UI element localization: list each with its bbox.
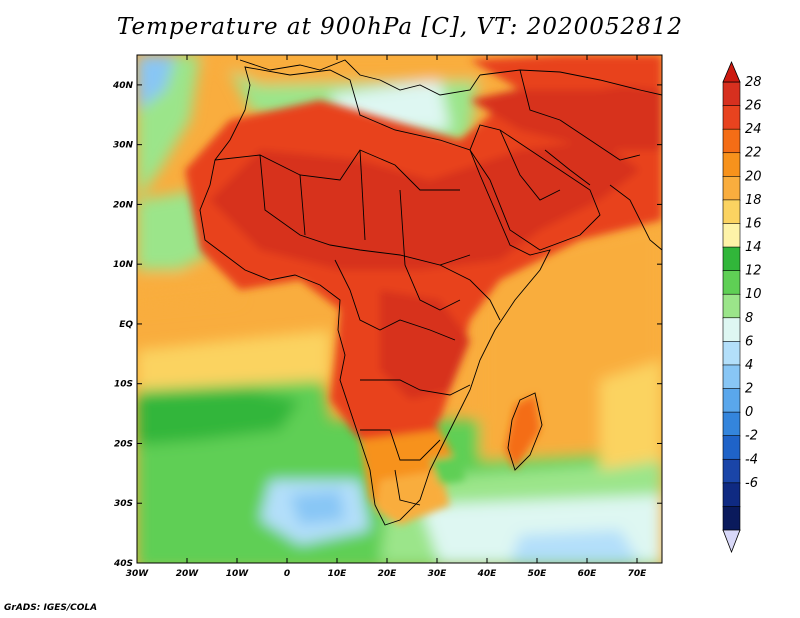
- lon-tick-label: 60E: [578, 569, 598, 579]
- colorbar-label: 28: [745, 75, 762, 90]
- lat-tick-label: 40N: [112, 81, 134, 91]
- colorbar-under-arrow: [722, 529, 741, 554]
- colorbar-label: -4: [745, 452, 758, 467]
- colorbar-swatch: [722, 341, 741, 366]
- lat-tick-label: 20N: [113, 200, 134, 210]
- colorbar-label: 24: [745, 122, 762, 137]
- lon-tick-label: 10W: [226, 569, 250, 579]
- lat-tick-label: 30N: [113, 141, 134, 151]
- lat-tick-label: EQ: [119, 320, 133, 330]
- temperature-field: [137, 55, 662, 563]
- colorbar-label: 0: [745, 405, 753, 420]
- colorbar-label: 6: [745, 334, 753, 349]
- lat-tick-label: 20S: [114, 439, 133, 449]
- lat-tick-label: 30S: [114, 499, 133, 509]
- colorbar-swatch: [722, 411, 741, 437]
- lat-tick-label: 10S: [114, 380, 133, 390]
- lat-tick-label: 40S: [113, 559, 133, 569]
- colorbar-swatch: [722, 176, 741, 201]
- credit-text: GrADS: IGES/COLA: [4, 603, 98, 613]
- lon-tick-label: 70E: [628, 569, 648, 579]
- colorbar-swatch: [722, 293, 741, 319]
- colorbar-label: -6: [745, 476, 758, 491]
- colorbar-swatch: [722, 506, 741, 531]
- lon-tick-label: 30W: [126, 569, 150, 579]
- lat-tick-label: 10N: [113, 260, 134, 270]
- lon-tick-label: 30E: [428, 569, 448, 579]
- colorbar-label: 8: [745, 311, 753, 326]
- colorbar-swatch: [722, 246, 741, 272]
- longitude-axis: 30W 20W 10W 0 10E 20E 30E 40E 50E 60E 70E: [126, 55, 647, 579]
- colorbar-swatch: [722, 388, 741, 413]
- colorbar-swatch: [722, 317, 741, 343]
- colorbar-label: 16: [745, 216, 762, 231]
- colorbar-swatch: [722, 105, 741, 130]
- colorbar-swatch: [722, 128, 741, 154]
- colorbar-label: 4: [745, 358, 753, 373]
- colorbar-swatch: [722, 458, 741, 484]
- colorbar-label: -2: [745, 429, 758, 444]
- colorbar-swatch: [722, 152, 741, 178]
- lon-tick-label: 40E: [477, 569, 498, 579]
- lon-tick-label: 10E: [328, 569, 348, 579]
- colorbar-swatch: [722, 270, 741, 296]
- colorbar-swatch: [722, 482, 741, 508]
- colorbar-label: 18: [745, 193, 762, 208]
- colorbar-label: 10: [745, 287, 762, 302]
- colorbar-swatch: [722, 435, 741, 461]
- page-title: Temperature at 900hPa [C], VT: 202005281…: [116, 14, 684, 40]
- colorbar-swatch: [722, 81, 741, 107]
- map-frame: [136, 54, 663, 564]
- colorbar-label: 26: [745, 99, 762, 114]
- lon-tick-label: 20E: [378, 569, 398, 579]
- lon-tick-label: 0: [284, 569, 290, 579]
- coastlines: [199, 59, 662, 526]
- colorbar-over-arrow: [722, 60, 741, 83]
- colorbar-label: 22: [745, 146, 762, 161]
- colorbar-label: 20: [745, 169, 762, 184]
- colorbar-label: 2: [745, 382, 753, 397]
- colorbar-label: 12: [745, 264, 762, 279]
- lon-tick-label: 20W: [176, 569, 200, 579]
- latitude-axis: 40N 30N 20N 10N EQ 10S 20S 30S 40S: [112, 81, 662, 569]
- colorbar-label: 14: [745, 240, 762, 255]
- colorbar-swatch: [722, 223, 741, 248]
- lon-tick-label: 50E: [528, 569, 548, 579]
- colorbar-swatch: [722, 364, 741, 390]
- colorbar-swatch: [722, 199, 741, 225]
